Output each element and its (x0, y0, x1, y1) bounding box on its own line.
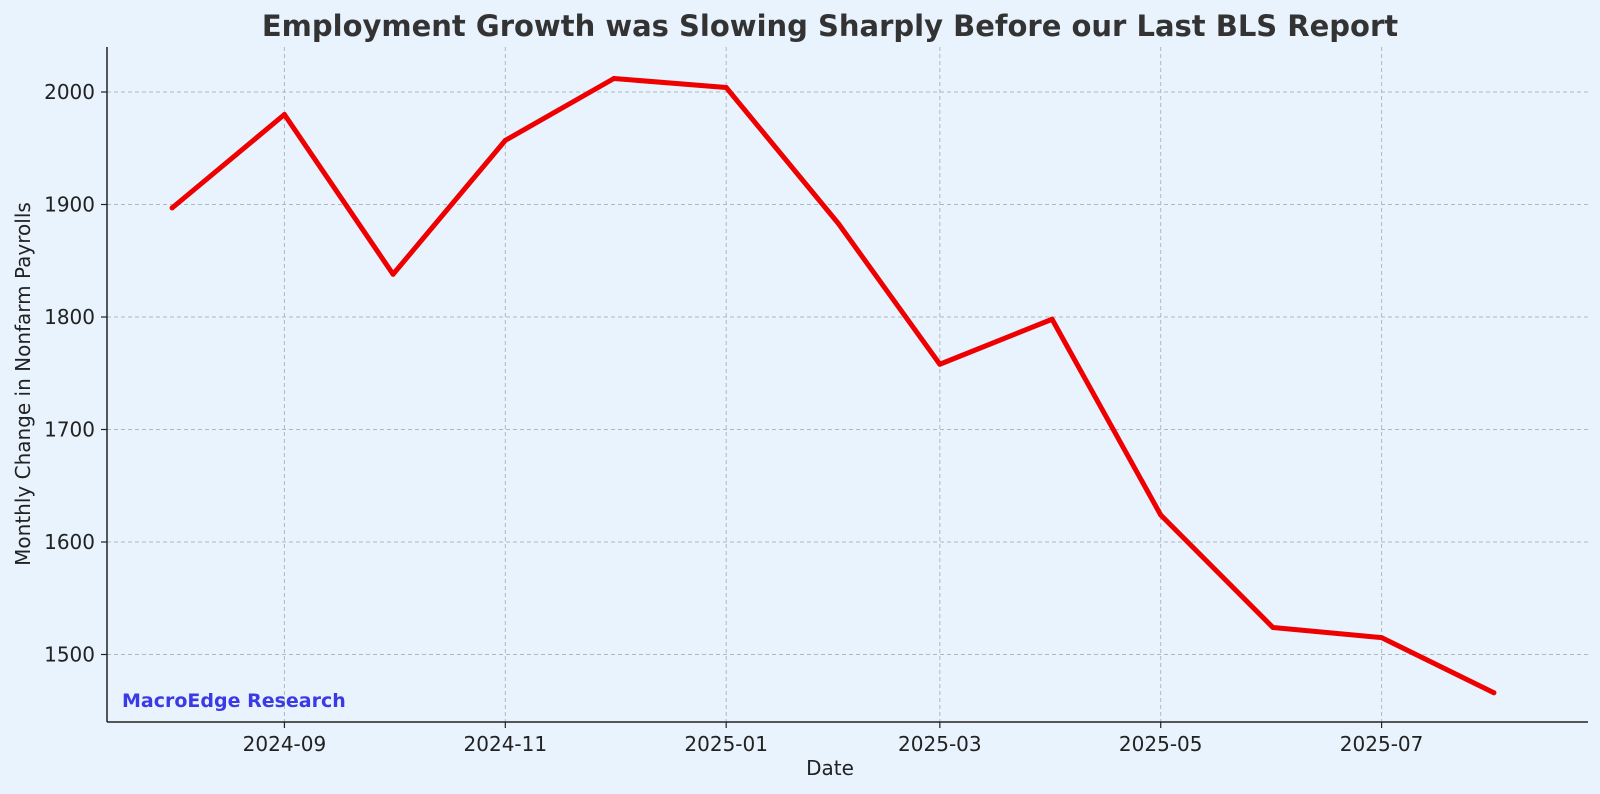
x-tick-label: 2024-09 (243, 732, 327, 756)
data-point (1379, 635, 1385, 641)
watermark-text: MacroEdge Research (122, 690, 346, 712)
chart-title: Employment Growth was Slowing Sharply Be… (262, 9, 1398, 43)
y-tick-label: 1900 (44, 193, 95, 217)
data-point (502, 137, 508, 143)
y-tick-label: 1700 (44, 418, 95, 442)
data-point (835, 221, 841, 227)
x-tick-label: 2025-03 (898, 732, 982, 756)
data-point (723, 85, 729, 90)
tick-labels: 1500 1600 1700 1800 1900 2000 2024-09 2024-11 20… (44, 80, 1423, 756)
x-tick-label: 2025-01 (684, 732, 768, 756)
y-tick-label: 1500 (44, 643, 95, 667)
x-axis-label: Date (806, 756, 854, 780)
x-tick-label: 2025-07 (1340, 732, 1424, 756)
y-tick-label: 1600 (44, 530, 95, 554)
series-line (169, 76, 1497, 696)
data-point (1158, 512, 1164, 518)
axes (101, 47, 1588, 728)
grid-lines (107, 47, 1588, 722)
data-point (169, 205, 175, 211)
data-point (1049, 316, 1055, 322)
y-axis-label: Monthly Change in Nonfarm Payrolls (11, 202, 35, 566)
series-layer (169, 76, 1497, 696)
data-point (937, 361, 943, 367)
data-point (281, 112, 287, 117)
y-tick-label: 1800 (44, 305, 95, 329)
data-point (390, 271, 396, 277)
data-point (1270, 625, 1276, 630)
x-tick-label: 2024-11 (464, 732, 548, 756)
x-tick-label: 2025-05 (1119, 732, 1203, 756)
y-tick-label: 2000 (44, 80, 95, 104)
data-point (1491, 690, 1497, 696)
data-point (611, 76, 617, 81)
